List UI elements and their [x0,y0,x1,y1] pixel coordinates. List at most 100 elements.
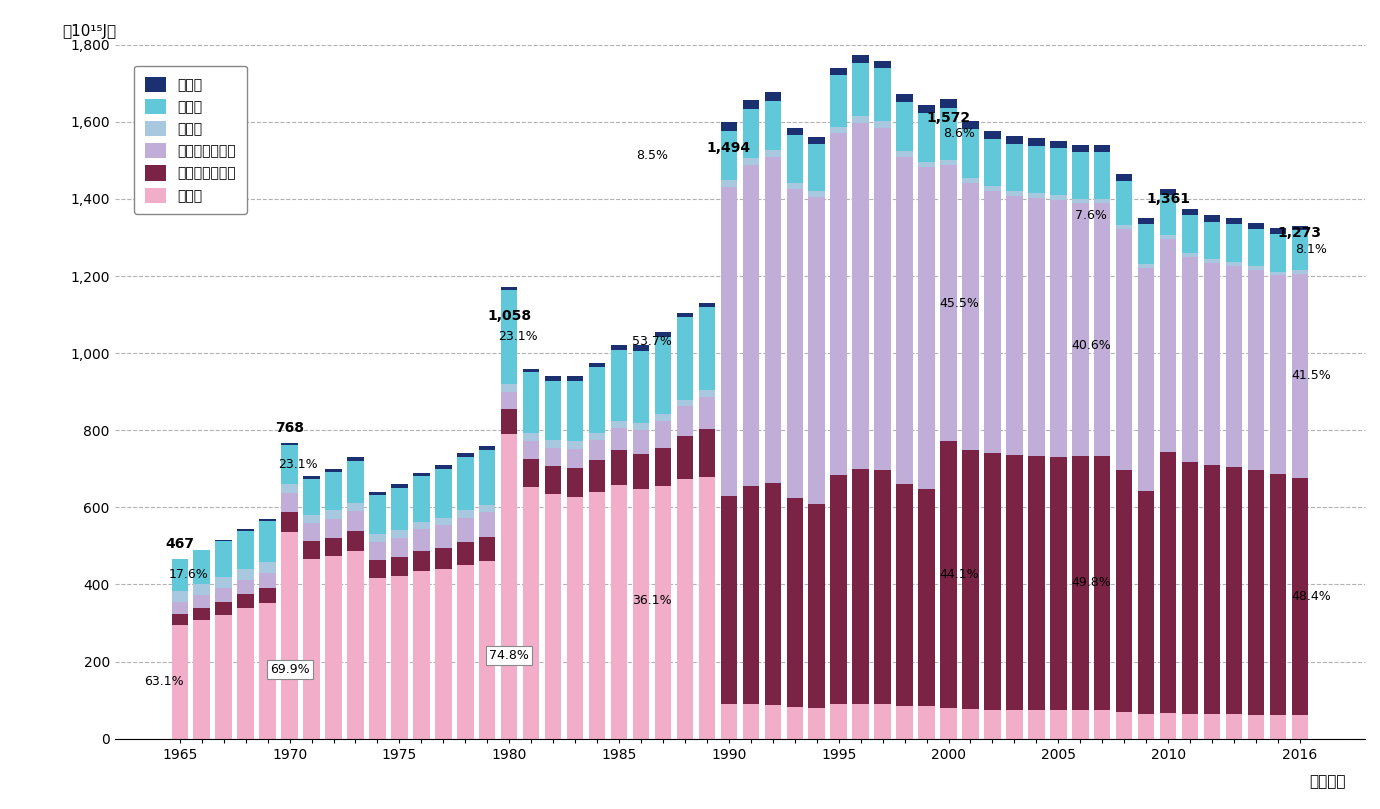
Bar [1028,456,1045,709]
Bar [1094,456,1111,710]
Bar [567,442,584,449]
Bar [1050,201,1067,457]
Bar [940,709,956,739]
Bar [1116,470,1133,713]
Bar [897,706,912,739]
Bar [589,440,606,460]
Bar [742,165,759,485]
Bar [984,192,1000,453]
Bar [237,531,254,569]
Bar [589,367,606,433]
Bar [215,588,232,602]
Bar [567,497,584,739]
Bar [984,453,1000,709]
Bar [193,550,210,584]
Bar [1072,146,1089,152]
Bar [348,552,364,739]
Bar [720,496,737,704]
Bar [1072,456,1089,710]
Bar [698,477,715,739]
Bar [304,559,320,739]
Bar [676,316,693,400]
Bar [348,457,364,461]
Bar [1161,714,1176,739]
Bar [853,63,869,116]
Bar [787,128,803,135]
Bar [391,576,407,739]
Bar [809,708,825,739]
Bar [1181,215,1198,253]
Bar [304,477,320,479]
Bar [875,69,891,121]
Bar [1203,264,1220,465]
Bar [918,489,934,706]
Bar [742,704,759,739]
Bar [698,396,715,430]
Bar [589,493,606,739]
Bar [698,390,715,396]
Bar [1094,199,1111,204]
Bar [479,450,495,505]
Bar [787,183,803,188]
Bar [523,434,540,441]
Bar [413,522,429,529]
Bar [918,105,934,113]
Bar [567,376,584,380]
Bar [282,443,298,445]
Bar [918,706,934,739]
Bar [1094,152,1111,199]
Bar [326,557,342,739]
Bar [1181,209,1198,215]
Bar [1181,253,1198,257]
Bar [1094,204,1111,456]
Bar [765,483,781,705]
Bar [809,197,825,503]
Bar [282,445,298,484]
Bar [479,446,495,450]
Bar [1028,146,1045,193]
Bar [1270,473,1286,715]
Bar [611,485,628,739]
Bar [413,472,429,477]
Bar [457,542,473,565]
Bar [326,468,342,472]
Text: 768: 768 [275,421,304,435]
Bar [370,492,385,495]
Bar [567,449,584,468]
Bar [654,337,671,414]
Bar [304,479,320,515]
Bar [1292,477,1308,715]
Bar [171,614,188,625]
Bar [809,503,825,708]
Bar [501,383,518,392]
Bar [853,55,869,63]
Bar [831,127,847,133]
Bar [501,409,518,434]
Bar [282,532,298,739]
Bar [1072,199,1089,204]
Bar [984,131,1000,138]
Bar [962,121,978,129]
Bar [523,369,540,372]
Bar [501,392,518,409]
Bar [611,451,628,485]
Text: 8.1%: 8.1% [1294,244,1326,256]
Bar [853,704,869,739]
Bar [370,542,385,560]
Bar [1181,257,1198,462]
Bar [413,529,429,551]
Bar [457,453,473,457]
Bar [875,704,891,739]
Bar [853,116,869,123]
Bar [237,580,254,595]
Bar [370,495,385,535]
Bar [348,502,364,511]
Bar [567,380,584,442]
Bar [1248,266,1264,270]
Bar [1203,465,1220,714]
Bar [1203,260,1220,264]
Text: 1,273: 1,273 [1278,227,1322,240]
Bar [237,608,254,739]
Bar [611,349,628,421]
Bar [237,595,254,608]
